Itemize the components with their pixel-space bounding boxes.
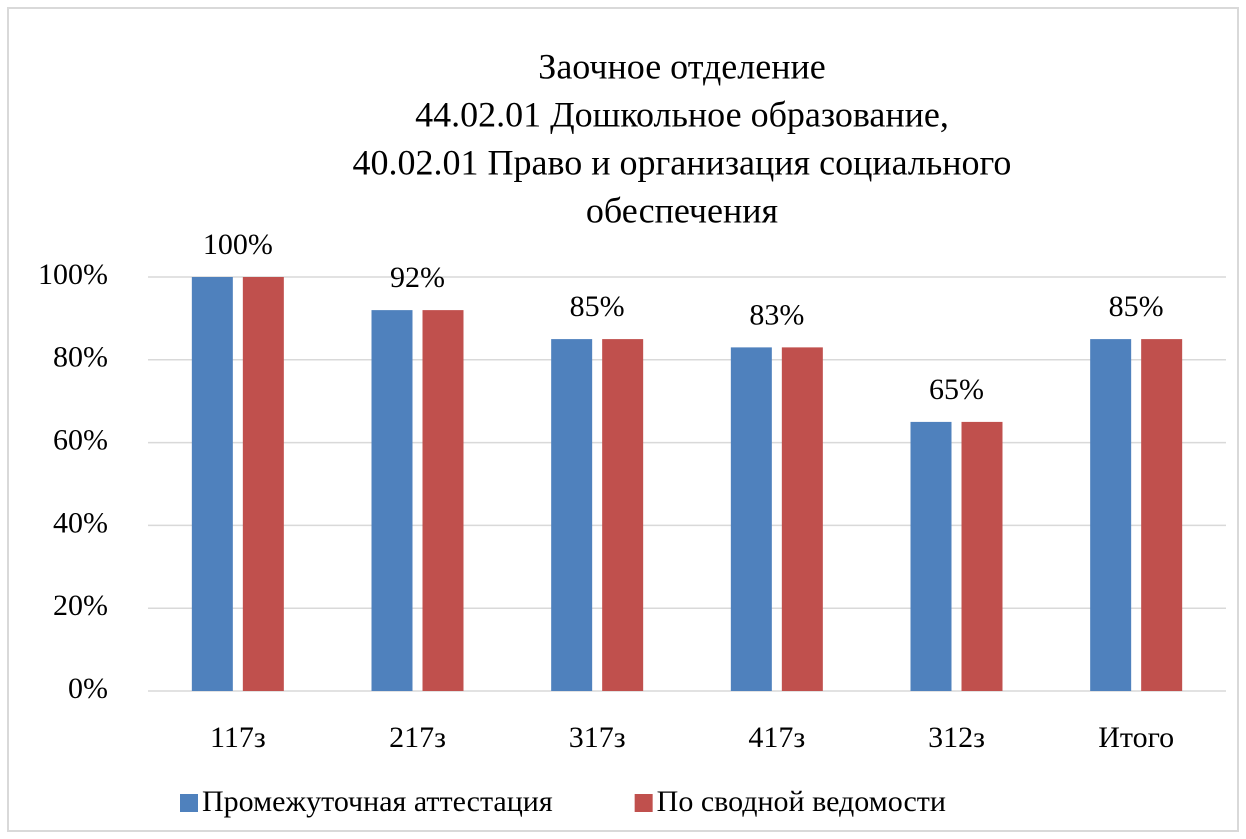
data-label: 85% — [1109, 290, 1164, 323]
legend-label: По сводной ведомости — [657, 785, 946, 818]
x-tick-label: 217з — [389, 721, 446, 754]
data-label: 85% — [570, 290, 625, 323]
bar — [191, 277, 233, 691]
data-label: 92% — [390, 261, 445, 294]
data-label: 83% — [749, 298, 804, 331]
bar — [961, 421, 1003, 691]
chart-title: обеспечения — [586, 190, 778, 230]
bar — [602, 339, 644, 691]
data-label: 100% — [203, 228, 273, 261]
y-tick-label: 80% — [53, 341, 108, 374]
bar — [242, 277, 284, 691]
legend-label: Промежуточная аттестация — [202, 785, 553, 818]
chart-title: 44.02.01 Дошкольное образование, — [415, 94, 949, 134]
y-tick-label: 40% — [53, 506, 108, 539]
bar — [422, 310, 464, 691]
bar — [910, 421, 952, 691]
bar — [371, 310, 413, 691]
x-tick-label: 417з — [748, 721, 805, 754]
chart-title: 40.02.01 Право и организация социального — [353, 142, 1012, 182]
x-tick-label: 117з — [210, 721, 266, 754]
x-tick-label: 317з — [569, 721, 626, 754]
bar — [1090, 339, 1132, 691]
data-label: 65% — [929, 373, 984, 406]
bar — [730, 347, 772, 691]
bar — [781, 347, 823, 691]
chart-title: Заочное отделение — [538, 46, 825, 86]
legend-swatch — [634, 794, 653, 812]
y-tick-label: 0% — [68, 672, 108, 705]
y-tick-label: 100% — [38, 258, 108, 291]
x-tick-label: 312з — [928, 721, 985, 754]
y-tick-label: 60% — [53, 423, 108, 456]
x-tick-label: Итого — [1098, 721, 1174, 754]
bar — [551, 339, 593, 691]
legend-swatch — [180, 794, 198, 812]
y-tick-label: 20% — [53, 589, 108, 622]
bar — [1141, 339, 1183, 691]
